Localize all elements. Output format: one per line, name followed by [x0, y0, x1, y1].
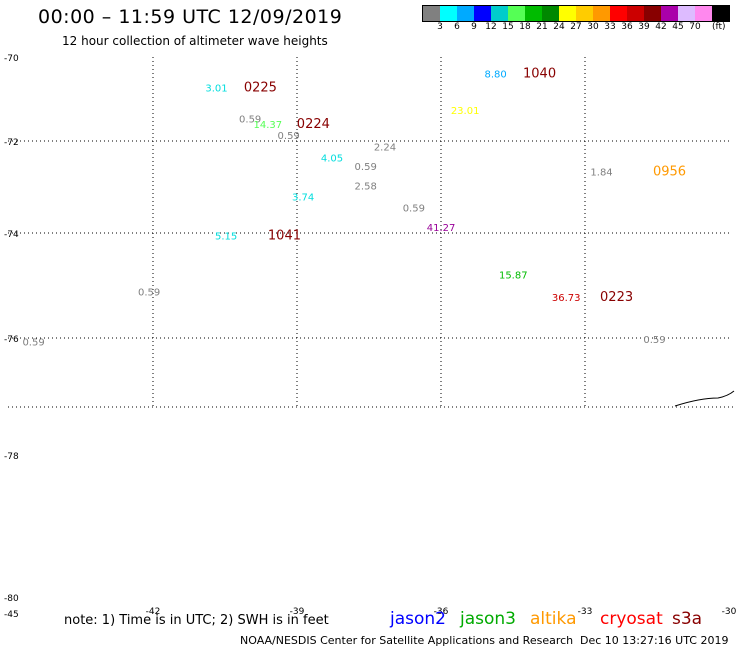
colorbar-label: 24 — [553, 22, 565, 32]
colorbar-swatch — [508, 6, 525, 21]
colorbar-label: 9 — [471, 22, 477, 32]
wave-height-label: 41.27 — [427, 223, 456, 234]
colorbar-swatch — [542, 6, 559, 21]
colorbar-swatch — [678, 6, 695, 21]
colorbar-swatch — [576, 6, 593, 21]
colorbar-label: 12 — [485, 22, 497, 32]
colorbar-swatch — [559, 6, 576, 21]
footer-note: note: 1) Time is in UTC; 2) SWH is in fe… — [64, 613, 329, 628]
colorbar — [422, 5, 730, 22]
lat-tick-label: -76 — [4, 335, 19, 345]
wave-height-label: 0.59 — [278, 131, 300, 142]
wave-height-label: 0.59 — [239, 114, 261, 125]
lon-tick-label: -36 — [434, 607, 449, 617]
wave-height-label: 23.01 — [451, 106, 480, 117]
pass-time-label: 0956 — [653, 164, 686, 179]
legend-cryosat: cryosat — [600, 609, 663, 629]
wave-height-label: 15.87 — [499, 271, 528, 282]
colorbar-label: 39 — [638, 22, 650, 32]
colorbar-label: 3 — [437, 22, 443, 32]
colorbar-label: 45 — [672, 22, 684, 32]
lat-tick-label: -72 — [4, 138, 19, 148]
colorbar-swatch — [525, 6, 542, 21]
credit-text: NOAA/NESDIS Center for Satellite Applica… — [240, 634, 574, 647]
pass-time-label: 1040 — [523, 67, 556, 82]
colorbar-label: 36 — [621, 22, 633, 32]
colorbar-swatch — [644, 6, 661, 21]
pass-time-label: 1041 — [268, 229, 301, 244]
colorbar-swatch — [593, 6, 610, 21]
wave-height-label: 0.59 — [355, 162, 377, 173]
colorbar-swatch — [627, 6, 644, 21]
chart-subtitle: 12 hour collection of altimeter wave hei… — [62, 34, 328, 48]
colorbar-label: 15 — [502, 22, 514, 32]
wave-height-label: 1.84 — [590, 167, 612, 178]
colorbar-label: 70 — [689, 22, 701, 32]
colorbar-swatch — [610, 6, 627, 21]
wave-height-label: 5.15 — [215, 232, 237, 243]
lat-tick-label: -78 — [4, 452, 19, 462]
colorbar-label: 21 — [536, 22, 548, 32]
wave-height-label: 2.24 — [374, 142, 396, 153]
legend-s3a: s3a — [672, 609, 703, 629]
wave-height-label: 0.59 — [403, 204, 425, 215]
wave-height-label: 0.59 — [138, 287, 160, 298]
lon-tick-label: -45 — [4, 610, 19, 620]
wave-height-label: 2.58 — [355, 181, 377, 192]
colorbar-swatch — [440, 6, 457, 21]
wave-height-label: 14.37 — [253, 120, 282, 131]
colorbar-swatch — [712, 6, 729, 21]
lat-tick-label: -70 — [4, 54, 19, 64]
generated-timestamp: Dec 10 13:27:16 UTC 2019 — [580, 634, 729, 647]
lat-tick-label: -80 — [4, 594, 19, 604]
colorbar-label: 30 — [587, 22, 599, 32]
legend-jason3: jason3 — [460, 609, 516, 629]
lon-tick-label: -39 — [290, 607, 305, 617]
wave-height-label: 3.74 — [292, 193, 314, 204]
colorbar-swatch — [695, 6, 712, 21]
wave-height-label: 3.01 — [205, 84, 227, 95]
colorbar-label: 18 — [519, 22, 531, 32]
wave-height-label: 36.73 — [552, 293, 581, 304]
colorbar-label: 27 — [570, 22, 582, 32]
pass-time-label: 0223 — [600, 290, 633, 305]
legend-jason2: jason2 — [390, 609, 446, 629]
wave-height-label: 0.59 — [643, 335, 665, 346]
wave-height-label: 0.59 — [22, 338, 44, 349]
wave-height-label: 4.05 — [321, 153, 343, 164]
lon-tick-label: -33 — [578, 607, 593, 617]
lon-tick-label: -30 — [722, 607, 737, 617]
pass-time-label: 0224 — [297, 117, 330, 132]
colorbar-swatch — [423, 6, 440, 21]
colorbar-label: 42 — [655, 22, 667, 32]
colorbar-swatch — [661, 6, 678, 21]
coastline — [674, 390, 735, 407]
legend-altika: altika — [530, 609, 577, 629]
colorbar-swatch — [491, 6, 508, 21]
colorbar-labels: 3 6 9 12 15 18 21 24 27 30 33 36 39 42 45 70 — [422, 22, 740, 36]
colorbar-unit: (ft) — [712, 22, 726, 32]
chart-title: 00:00 – 11:59 UTC 12/09/2019 — [38, 6, 343, 28]
wave-height-label: 8.80 — [485, 70, 507, 81]
lon-tick-label: -42 — [146, 607, 161, 617]
pass-time-label: 0225 — [244, 81, 277, 96]
colorbar-swatch — [457, 6, 474, 21]
colorbar-label: 6 — [454, 22, 460, 32]
colorbar-label: 33 — [604, 22, 616, 32]
colorbar-swatch — [474, 6, 491, 21]
lat-tick-label: -74 — [4, 230, 19, 240]
